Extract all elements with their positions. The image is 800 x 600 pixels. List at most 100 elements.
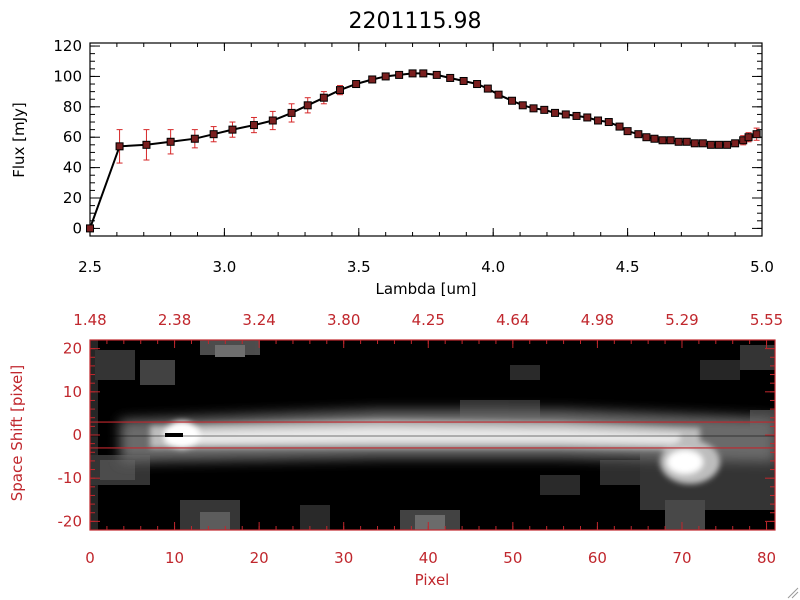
image-y-tick-label: 10 [63, 383, 82, 401]
data-point [682, 137, 691, 146]
image-x-tick-label: 0 [85, 549, 95, 567]
data-point [115, 142, 124, 151]
spectrum-plot: 2.5 3.0 3.5 4.0 4.5 5.0 0 20 40 60 80 100 120 [53, 37, 774, 276]
spectrum-y-label: Flux [mJy] [10, 102, 28, 178]
y-tick-label: 120 [53, 37, 82, 55]
data-point [634, 130, 643, 139]
spectrum-errorbars [116, 69, 760, 164]
spectrum-markers [86, 69, 761, 233]
image-top-axis-label: 5.29 [665, 311, 698, 329]
data-point [287, 108, 296, 117]
data-point [446, 73, 455, 82]
data-point [674, 137, 683, 146]
data-point [303, 101, 312, 110]
data-point [249, 121, 258, 130]
image-y-label: Space Shift [pixel] [8, 365, 26, 502]
image-x-tick-label: 80 [757, 549, 776, 567]
image-x-tick-label: 60 [588, 549, 607, 567]
data-point [518, 101, 527, 110]
data-point [666, 136, 675, 145]
image-y-tick-label: -10 [58, 469, 83, 487]
spectrum-axes: 2.5 3.0 3.5 4.0 4.5 5.0 0 20 40 60 80 100 120 [53, 37, 774, 276]
trace-core [150, 420, 720, 484]
x-tick-label: 3.5 [347, 258, 371, 276]
data-point [604, 118, 613, 127]
data-point [319, 93, 328, 102]
data-point [368, 75, 377, 84]
data-point [419, 69, 428, 78]
image-top-axis-label: 1.48 [73, 311, 106, 329]
chart-title: 2201115.98 [349, 9, 482, 34]
image-top-axis-label: 5.55 [750, 311, 783, 329]
y-tick-label: 20 [63, 189, 82, 207]
image-y-tick-label: 0 [72, 426, 82, 444]
image-x-tick-label: 50 [503, 549, 522, 567]
data-point [583, 113, 592, 122]
image-x-tick-label: 30 [334, 549, 353, 567]
data-point [698, 139, 707, 148]
data-point [658, 136, 667, 145]
image-x-label: Pixel [415, 571, 450, 589]
x-tick-label: 5.0 [750, 258, 774, 276]
data-point [381, 72, 390, 81]
image-x-tick-label: 20 [250, 549, 269, 567]
image-x-tick-label: 10 [165, 549, 184, 567]
spectrum-image [90, 340, 775, 530]
data-point [166, 137, 175, 146]
x-tick-label: 3.0 [212, 258, 236, 276]
y-tick-label: 0 [72, 219, 82, 237]
image-top-axis-label: 2.38 [158, 311, 191, 329]
data-point [209, 130, 218, 139]
resize-grip-icon[interactable] [787, 587, 799, 599]
image-top-axis-label: 3.24 [242, 311, 275, 329]
image-top-axis-label: 4.98 [581, 311, 614, 329]
data-point [335, 86, 344, 95]
data-point [432, 70, 441, 79]
data-point [86, 224, 94, 233]
data-point [594, 116, 603, 125]
data-point [459, 76, 468, 85]
data-point [744, 133, 753, 142]
data-point [142, 140, 151, 149]
image-y-tick-label: -20 [58, 512, 83, 530]
data-point [268, 116, 277, 125]
data-point [690, 139, 699, 148]
image-top-axis-label: 4.25 [412, 311, 445, 329]
image-x-tick-label: 70 [672, 549, 691, 567]
data-point [228, 125, 237, 134]
data-point [529, 104, 538, 113]
data-point [494, 90, 503, 99]
x-tick-label: 4.5 [616, 258, 640, 276]
spectrum-x-label: Lambda [um] [376, 280, 477, 298]
data-point [615, 122, 624, 131]
data-point [508, 96, 517, 105]
image-top-axis-label: 4.64 [496, 311, 529, 329]
data-point [483, 84, 492, 93]
data-point [714, 140, 723, 149]
x-tick-label: 4.0 [481, 258, 505, 276]
data-point [572, 111, 581, 120]
data-point [190, 134, 199, 143]
image-axes: 0 1.48 10 2.38 20 3.24 30 3.80 40 4.25 50 4.64 60 4.9… [58, 311, 784, 567]
data-point [395, 70, 404, 79]
data-point [650, 134, 659, 143]
data-point [642, 133, 651, 142]
data-point [623, 127, 632, 136]
x-tick-label: 2.5 [78, 258, 102, 276]
data-point [561, 110, 570, 119]
data-point [706, 140, 715, 149]
data-point [408, 69, 417, 78]
spectrum-line [89, 72, 757, 229]
image-x-tick-label: 40 [419, 549, 438, 567]
y-tick-label: 100 [53, 67, 82, 85]
data-point [352, 80, 361, 89]
bad-pixel [165, 433, 183, 437]
data-point [723, 140, 732, 149]
data-point [752, 130, 761, 139]
y-tick-label: 40 [63, 159, 82, 177]
image-top-axis-label: 3.80 [327, 311, 360, 329]
data-point [473, 80, 482, 89]
data-point [551, 108, 560, 117]
y-tick-label: 80 [63, 98, 82, 116]
